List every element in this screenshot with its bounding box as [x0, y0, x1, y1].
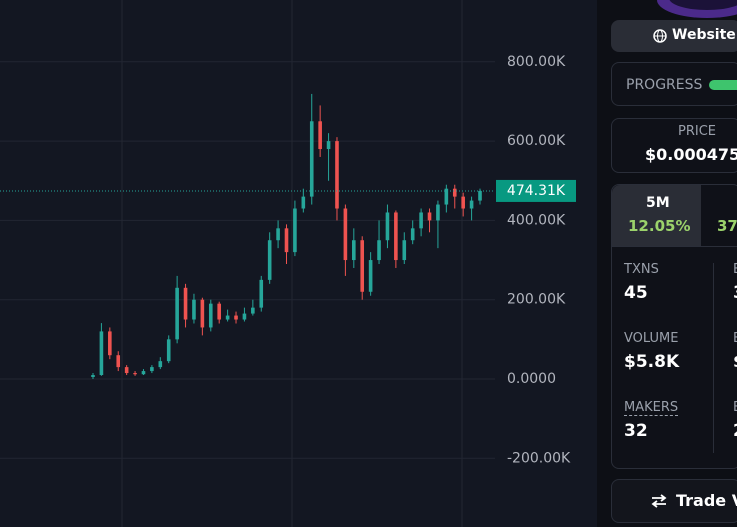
candle-body	[267, 240, 272, 280]
y-tick-label: 200.00K	[507, 292, 566, 308]
divider	[713, 263, 714, 453]
stat-label: TXNS	[624, 262, 659, 277]
price-value: $0.000475	[645, 145, 737, 164]
candle-body	[478, 190, 482, 201]
price-label: PRICE	[678, 124, 716, 139]
candle-body	[368, 260, 373, 292]
progress-bar	[709, 80, 737, 90]
candle-body	[284, 228, 289, 253]
candle-body	[335, 141, 339, 209]
candle-body	[251, 307, 255, 314]
progress-label: PROGRESS	[626, 77, 703, 93]
candle-body	[427, 212, 432, 221]
chart: -200.00K 0.0000 200.00K 400.00K 600.00K 800.0…	[0, 0, 576, 527]
candle-body	[175, 287, 179, 340]
candle-body	[293, 208, 297, 253]
candle-body	[452, 188, 457, 197]
candle-body	[242, 313, 247, 320]
candle-body	[234, 315, 238, 320]
stat-value: 32	[624, 421, 648, 441]
candle-body	[326, 141, 331, 150]
candle-body	[99, 331, 104, 376]
candle-body	[377, 240, 381, 261]
candle-body	[461, 196, 465, 209]
website-label: Website	[672, 27, 736, 43]
stat-label: B	[733, 331, 737, 346]
candle-body	[91, 375, 95, 378]
trade-button[interactable]: Trade V	[611, 479, 737, 523]
candle-body	[444, 188, 449, 205]
side-panel: Website PROGRESS PRICE $0.000475 5M 12.0…	[597, 0, 737, 527]
stat-value: 45	[624, 283, 648, 303]
candle-body	[124, 367, 129, 374]
stat-value: 2	[733, 421, 737, 441]
stat-value: $5.8K	[624, 352, 680, 372]
globe-icon	[653, 29, 667, 43]
tab-5m[interactable]: 5M 12.05%	[612, 185, 701, 246]
trade-label: Trade V	[676, 491, 737, 510]
candle-body	[225, 315, 230, 320]
candle-body	[276, 228, 280, 241]
website-button[interactable]: Website	[611, 20, 737, 52]
candle-body	[192, 299, 196, 320]
stat-label: MAKERS	[624, 400, 679, 416]
stat-label: VOLUME	[624, 331, 679, 346]
price-card: PRICE $0.000475	[611, 118, 737, 173]
stat-label: B	[733, 400, 737, 415]
stat-label: B	[733, 262, 737, 277]
candle-body	[352, 240, 356, 261]
candle-body	[183, 287, 188, 320]
candle-body	[402, 240, 407, 261]
candle-body	[108, 331, 112, 356]
candle-body	[116, 355, 121, 368]
candle-body	[394, 212, 398, 261]
candle-body	[469, 200, 474, 209]
candle-body	[410, 228, 415, 241]
candle-body	[150, 367, 154, 372]
banner	[657, 0, 737, 18]
stat-value: 3	[733, 283, 737, 303]
candle-body	[208, 303, 213, 328]
tab-change[interactable]: 37	[717, 217, 737, 235]
candle-body	[166, 339, 171, 362]
candle-body	[385, 212, 390, 241]
tab-change: 12.05%	[628, 217, 691, 235]
last-price-box	[496, 179, 576, 202]
candle-body	[158, 361, 163, 368]
candle-body	[436, 204, 440, 221]
candle-body	[133, 373, 137, 375]
progress-card: PROGRESS	[611, 62, 737, 106]
swap-icon	[651, 494, 667, 508]
candle-body	[419, 212, 423, 229]
candle-body	[360, 240, 365, 292]
y-tick-label: 400.00K	[507, 212, 566, 228]
candle-body	[200, 299, 205, 328]
candle-body	[141, 371, 146, 375]
y-tick-label: 600.00K	[507, 133, 566, 149]
divider	[612, 246, 737, 247]
candle-body	[343, 208, 348, 261]
candle-body	[301, 196, 306, 209]
candle-body	[259, 279, 264, 308]
candle-body	[309, 121, 314, 197]
y-tick-label: -200.00K	[507, 450, 571, 466]
stats-card: 5M 12.05% 37 TXNS 45 VOLUME $5.8K MAKERS…	[611, 184, 737, 469]
tab-label: 5M	[646, 195, 670, 211]
stat-value: $	[733, 352, 737, 372]
y-tick-label: 800.00K	[507, 54, 566, 70]
candle-body	[217, 303, 221, 320]
candle-body	[318, 121, 322, 150]
last-price-label: 474.31K	[507, 183, 566, 199]
y-tick-label: 0.0000	[507, 371, 556, 387]
